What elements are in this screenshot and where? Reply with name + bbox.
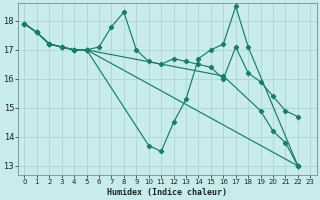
X-axis label: Humidex (Indice chaleur): Humidex (Indice chaleur) xyxy=(108,188,228,197)
